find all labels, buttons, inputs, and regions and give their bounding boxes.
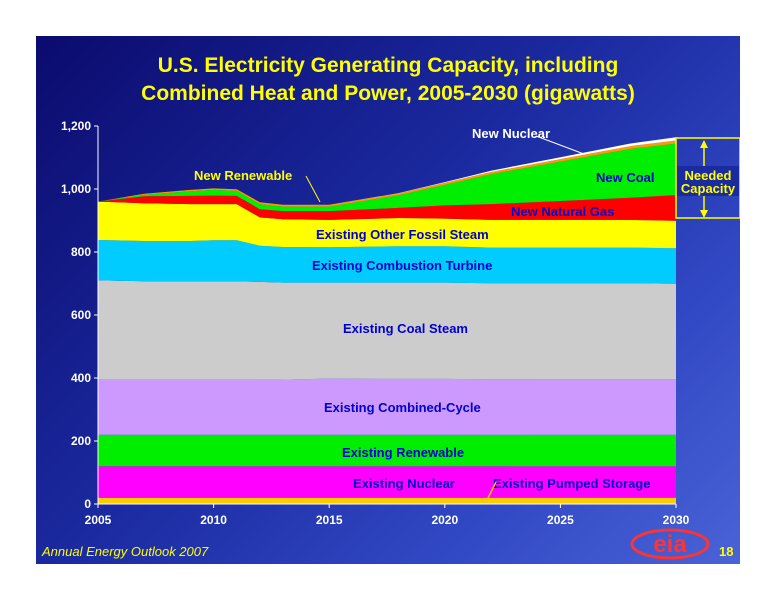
- y-tick-label: 1,200: [61, 119, 91, 133]
- label-existing-pumped-storage: Existing Pumped Storage: [493, 476, 650, 491]
- x-tick-label: 2005: [85, 513, 112, 527]
- y-tick-label: 0: [84, 497, 91, 511]
- needed-capacity-arrow-down: [700, 210, 708, 218]
- slide: U.S. Electricity Generating Capacity, in…: [36, 36, 740, 564]
- needed-capacity-box: [675, 137, 740, 219]
- needed-capacity-label-2: Capacity: [681, 181, 736, 196]
- footer-source: Annual Energy Outlook 2007: [42, 544, 209, 559]
- leader-pumped-storage: [487, 481, 497, 499]
- leader-lines: [305, 135, 585, 499]
- x-tick-label: 2020: [431, 513, 458, 527]
- title-line-2: Combined Heat and Power, 2005-2030 (giga…: [141, 82, 635, 105]
- area-existing-nuclear: [98, 466, 676, 498]
- leader-new-renewable: [305, 175, 321, 203]
- logo-swoosh: [630, 528, 710, 560]
- area-existing-combined-cycle: [98, 378, 676, 435]
- page-number: 18: [719, 544, 734, 559]
- area-existing-coal-steam: [98, 280, 676, 380]
- area-existing-renewable: [98, 434, 676, 467]
- area-new-coal: [98, 143, 676, 212]
- label-new-coal: New Coal: [596, 170, 655, 185]
- leader-new-nuclear: [535, 135, 585, 155]
- needed-capacity-arrow-up: [700, 140, 708, 148]
- label-existing-other-fossil-steam: Existing Other Fossil Steam: [316, 227, 489, 242]
- eia-logo: eia: [630, 528, 710, 560]
- area-new-natural-gas: [98, 195, 676, 221]
- area-existing-combustion-turbine: [98, 240, 676, 284]
- label-existing-nuclear: Existing Nuclear: [353, 476, 455, 491]
- x-tick-label: 2030: [663, 513, 690, 527]
- area-layers: [98, 137, 676, 504]
- x-tick-labels: 2005 2010 2015 2020 2025 2030: [85, 504, 690, 527]
- title-line-1: U.S. Electricity Generating Capacity, in…: [157, 54, 619, 77]
- label-existing-coal-steam: Existing Coal Steam: [343, 321, 468, 336]
- x-tick-label: 2025: [547, 513, 574, 527]
- y-tick-label: 200: [71, 434, 91, 448]
- area-existing-pumped-storage: [98, 497, 676, 504]
- label-new-natural-gas: New Natural Gas: [511, 204, 614, 219]
- y-tick-label: 800: [71, 245, 91, 259]
- y-tick-label: 1,000: [61, 182, 91, 196]
- logo-text: eia: [653, 531, 687, 558]
- needed-capacity-label-1: Needed: [685, 168, 732, 183]
- y-tick-labels: 0 200 400 600 800 1,000 1,200: [61, 119, 98, 511]
- needed-capacity-annotation: Needed Capacity: [675, 137, 740, 219]
- label-existing-combined-cycle: Existing Combined-Cycle: [324, 400, 481, 415]
- chart-title: U.S. Electricity Generating Capacity, in…: [36, 52, 740, 108]
- area-existing-other-fossil-steam: [98, 201, 676, 249]
- needed-capacity-label-bg: [677, 166, 739, 196]
- stacked-area-chart: 0 200 400 600 800 1,000 1,200 2005 2010 2015 2020…: [61, 119, 740, 527]
- label-existing-renewable: Existing Renewable: [342, 445, 464, 460]
- label-new-nuclear: New Nuclear: [472, 126, 550, 141]
- series-labels: Existing Pumped Storage Existing Nuclear…: [194, 126, 655, 491]
- x-tick-label: 2010: [200, 513, 227, 527]
- y-tick-label: 400: [71, 371, 91, 385]
- x-tick-label: 2015: [316, 513, 343, 527]
- label-new-renewable: New Renewable: [194, 168, 292, 183]
- label-existing-combustion-turbine: Existing Combustion Turbine: [312, 258, 492, 273]
- y-tick-label: 600: [71, 308, 91, 322]
